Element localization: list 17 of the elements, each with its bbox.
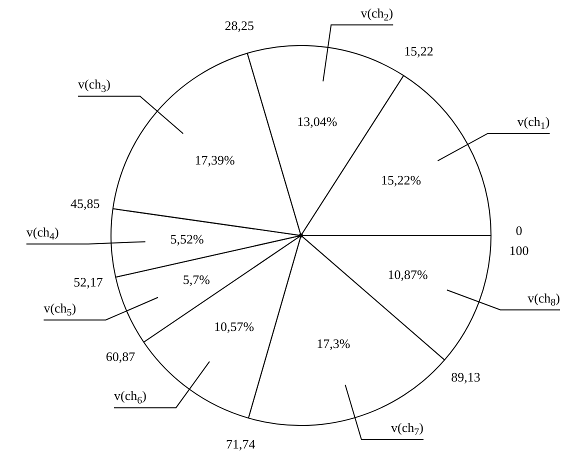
text: 0 [516,222,522,238]
data-label: 5,7% [182,272,210,288]
data-label: 15,22% [380,172,422,188]
text: 100 [509,242,529,258]
text: 89,13 [451,370,480,385]
text: 28,25 [224,18,254,33]
data-label: 5,52% [170,231,204,246]
data-label: 10,57% [214,319,254,334]
data-label: 17,3% [316,336,350,352]
text: 71,74 [226,436,256,451]
text: 45,85 [70,196,100,212]
data-label: 13,04% [297,114,338,130]
text: 52,17 [74,274,104,290]
data-label: 17,39% [194,152,235,168]
text: 60,87 [106,349,136,364]
text: 15,22 [404,43,434,58]
data-label: 10,87% [388,266,428,282]
